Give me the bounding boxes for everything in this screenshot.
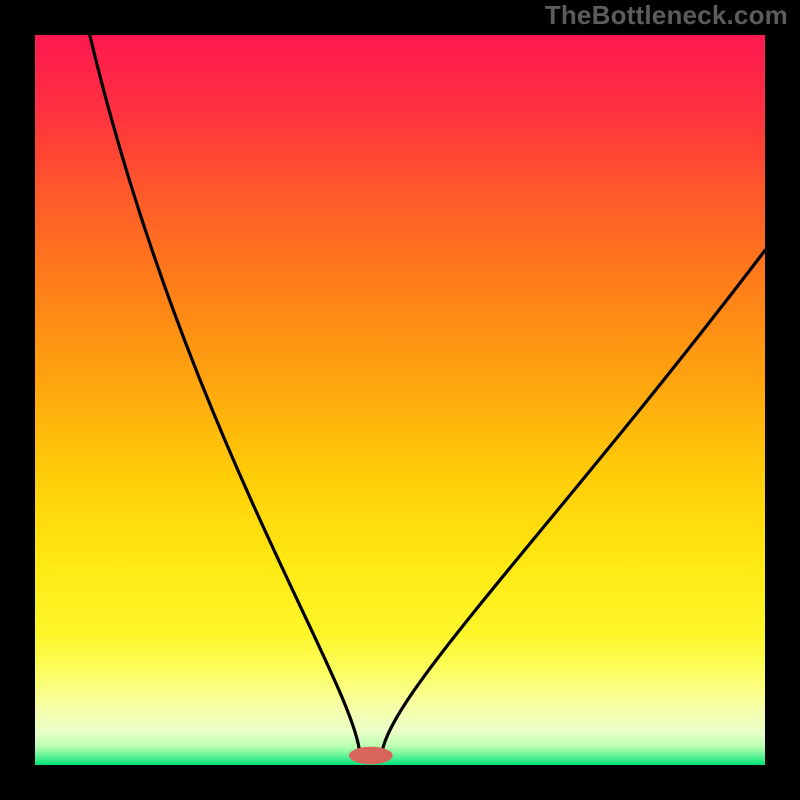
watermark-text: TheBottleneck.com [545,0,788,31]
optimal-marker [349,747,393,765]
chart-frame: TheBottleneck.com [0,0,800,800]
plot-background [35,35,765,765]
chart-svg [0,0,800,800]
